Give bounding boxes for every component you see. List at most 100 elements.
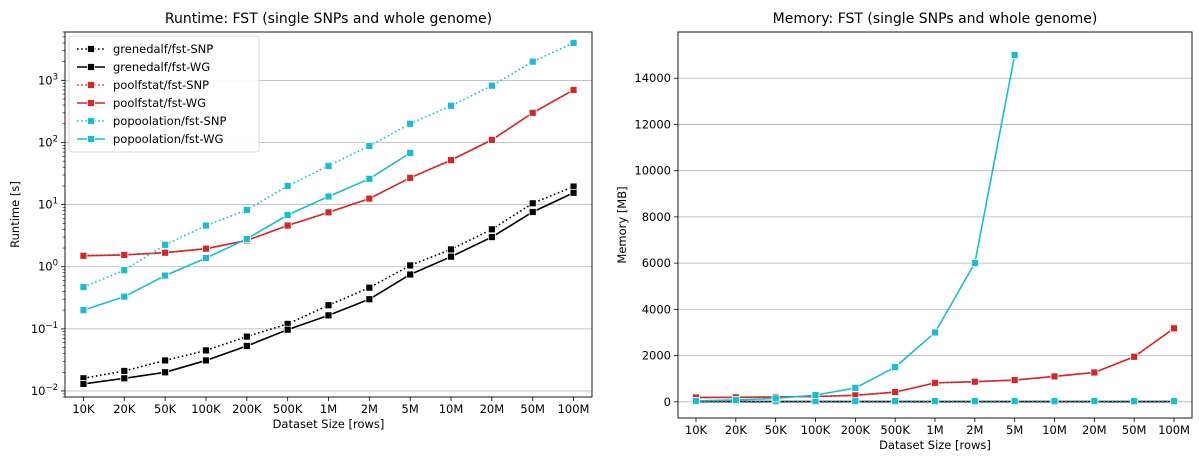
runtime-data-point xyxy=(569,39,578,47)
memory-data-point xyxy=(1010,376,1019,384)
runtime-data-point xyxy=(324,208,333,217)
memory-x-tick-label: 20M xyxy=(1082,423,1107,437)
runtime-data-point xyxy=(79,283,88,291)
memory-y-tick-label: 4000 xyxy=(642,302,671,316)
memory-data-point xyxy=(931,378,939,387)
memory-data-point xyxy=(970,377,979,386)
runtime-data-point xyxy=(365,295,374,304)
runtime-y-tick-label-base: 10 xyxy=(31,384,46,398)
runtime-data-point xyxy=(202,254,210,262)
memory-data-point xyxy=(1010,397,1019,406)
memory-x-tick-label: 200K xyxy=(841,423,871,437)
runtime-y-tick-label-exponent: −2 xyxy=(45,383,58,393)
runtime-data-point xyxy=(447,156,455,165)
runtime-data-point xyxy=(242,235,251,243)
memory-x-tick-label: 1M xyxy=(926,423,943,437)
runtime-x-tick-label: 20M xyxy=(480,402,505,416)
memory-y-tick-label: 8000 xyxy=(642,210,671,224)
runtime-data-point xyxy=(161,271,170,280)
memory-data-point xyxy=(851,397,860,406)
memory-x-tick-label: 50M xyxy=(1122,423,1147,437)
runtime-legend-label: poolfstat/fst-SNP xyxy=(113,78,209,92)
runtime-y-tick-label-exponent: 1 xyxy=(53,197,58,207)
memory-data-point xyxy=(1170,397,1178,406)
runtime-x-tick-label: 100M xyxy=(558,402,590,416)
runtime-data-point xyxy=(324,192,333,201)
runtime-data-point xyxy=(79,251,88,260)
runtime-legend-swatch-marker xyxy=(87,81,95,89)
runtime-data-point xyxy=(406,148,415,157)
memory-x-tick-label: 100K xyxy=(801,423,831,437)
memory-y-axis-label: Memory [MB] xyxy=(615,186,629,263)
runtime-x-tick-label: 10M xyxy=(439,402,464,416)
runtime-data-point xyxy=(283,211,292,219)
runtime-y-tick-label-base: 10 xyxy=(31,322,46,336)
memory-data-point xyxy=(771,394,780,403)
runtime-x-tick-label: 1M xyxy=(320,402,337,416)
memory-chart-title: Memory: FST (single SNPs and whole genom… xyxy=(773,11,1098,27)
memory-data-point xyxy=(731,396,740,404)
memory-y-tick-label: 12000 xyxy=(634,117,671,131)
runtime-y-tick-label: 101 xyxy=(38,197,58,212)
runtime-data-point xyxy=(487,233,496,241)
memory-data-point xyxy=(1050,397,1059,406)
memory-data-point xyxy=(931,397,939,406)
runtime-legend-label: grenedalf/fst-SNP xyxy=(113,42,213,56)
runtime-data-point xyxy=(487,81,496,90)
runtime-x-tick-label: 50M xyxy=(520,402,545,416)
runtime-x-tick-label: 100K xyxy=(191,402,221,416)
memory-data-point xyxy=(931,328,939,337)
runtime-x-axis-label: Dataset Size [rows] xyxy=(273,417,385,431)
memory-x-tick-label: 100M xyxy=(1158,423,1190,437)
runtime-legend-label: grenedalf/fst-WG xyxy=(113,60,210,74)
memory-x-tick-label: 2M xyxy=(966,423,983,437)
runtime-data-point xyxy=(447,101,455,110)
runtime-y-tick-label: 103 xyxy=(38,72,58,87)
runtime-data-point xyxy=(161,248,170,257)
memory-data-point xyxy=(1010,51,1019,60)
runtime-legend-swatch-marker xyxy=(87,99,95,107)
runtime-legend-label: popoolation/fst-WG xyxy=(113,132,223,146)
runtime-data-point xyxy=(202,346,210,355)
runtime-data-point xyxy=(528,57,537,66)
runtime-data-point xyxy=(120,266,129,275)
memory-series-line xyxy=(695,327,1175,399)
runtime-chart-title: Runtime: FST (single SNPs and whole geno… xyxy=(165,11,492,27)
memory-chart-panel: 0 2000 4000 6000 8000 10000 12000 14000 10K 20K 50… xyxy=(615,11,1193,452)
runtime-data-point xyxy=(120,251,129,259)
runtime-data-point xyxy=(406,119,415,128)
memory-x-tick-label: 10K xyxy=(685,423,708,437)
runtime-data-point xyxy=(283,325,292,334)
memory-data-point xyxy=(1130,352,1139,361)
runtime-legend-swatch-marker xyxy=(87,135,95,143)
runtime-x-tick-label: 10K xyxy=(72,402,95,416)
runtime-data-point xyxy=(283,181,292,190)
runtime-data-point xyxy=(487,135,496,144)
runtime-data-point xyxy=(406,270,415,279)
runtime-data-point xyxy=(120,374,129,383)
memory-y-tick-label: 14000 xyxy=(634,71,671,85)
runtime-data-point xyxy=(365,283,374,292)
runtime-data-point xyxy=(528,108,537,117)
memory-axes-frame xyxy=(677,31,1193,419)
memory-data-point xyxy=(811,391,820,400)
memory-x-tick-label: 500K xyxy=(880,423,910,437)
runtime-y-tick-label-base: 10 xyxy=(38,73,53,87)
runtime-data-point xyxy=(283,221,292,230)
runtime-data-point xyxy=(569,86,578,94)
runtime-axes-frame xyxy=(64,31,593,398)
runtime-y-tick-label-exponent: 3 xyxy=(53,72,58,82)
runtime-data-point xyxy=(569,188,578,197)
memory-y-tick-label: 6000 xyxy=(642,256,671,270)
memory-x-tick-label: 20K xyxy=(725,423,748,437)
memory-data-point xyxy=(692,396,700,405)
runtime-legend-swatch-marker xyxy=(87,45,95,53)
runtime-data-point xyxy=(242,332,251,341)
runtime-x-tick-label: 20K xyxy=(113,402,136,416)
memory-x-axis-label: Dataset Size [rows] xyxy=(879,438,991,452)
runtime-data-point xyxy=(528,199,537,208)
memory-data-point xyxy=(1050,372,1059,381)
runtime-data-point xyxy=(120,292,129,301)
runtime-data-point xyxy=(79,380,88,388)
